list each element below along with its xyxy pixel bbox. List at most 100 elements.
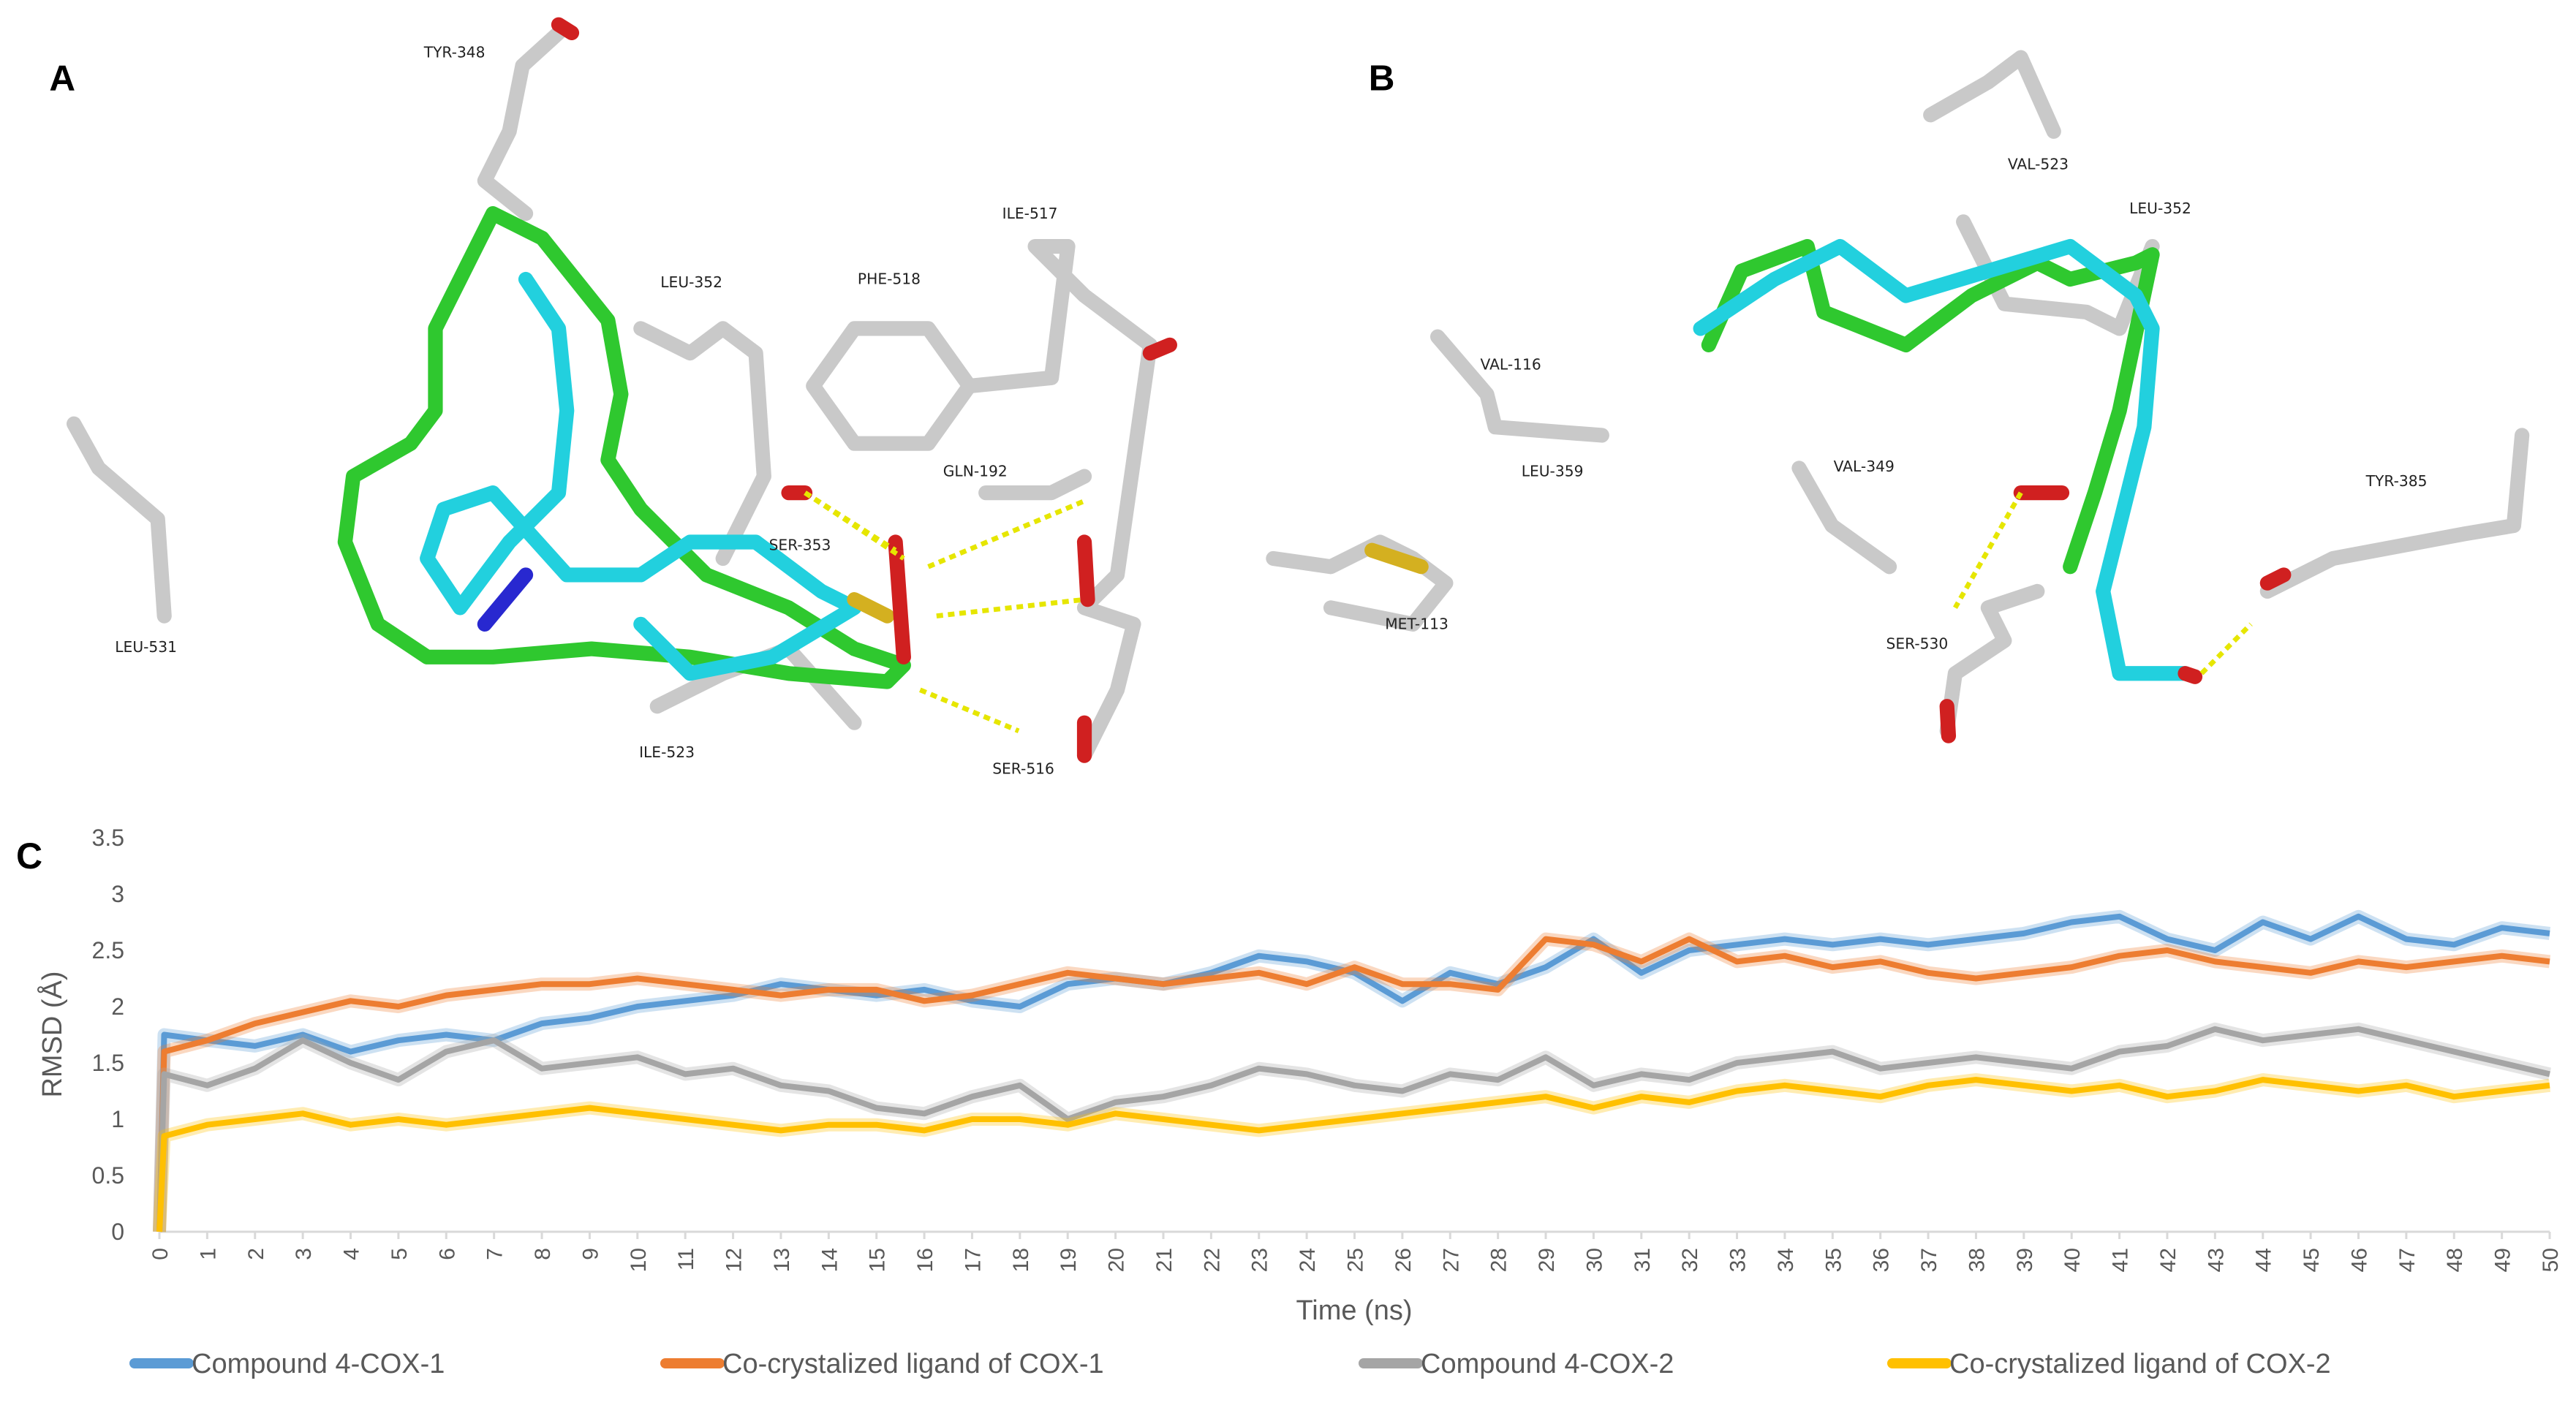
stick [477, 25, 567, 221]
residue-label: SER-516 [992, 760, 1054, 777]
x-tick-label: 37 [1917, 1248, 1941, 1272]
atom [1142, 337, 1177, 361]
atom [2177, 666, 2203, 684]
x-tick-label: 22 [1200, 1248, 1224, 1272]
residue-label: VAL-523 [2008, 155, 2069, 173]
ligand-cyan [1693, 238, 2193, 681]
residue-label: LEU-352 [2129, 200, 2191, 217]
legend-label: Co-crystalized ligand of COX-2 [1949, 1349, 2331, 1379]
stick [633, 321, 771, 567]
residue-label: ILE-523 [639, 743, 695, 761]
ligand-cyan [420, 271, 862, 681]
x-tick-label: 14 [817, 1248, 842, 1272]
panel-a-structure [67, 17, 1177, 763]
stick [67, 416, 172, 624]
x-tick-label: 48 [2443, 1248, 2467, 1272]
h-bond [1953, 491, 2023, 610]
x-tick-label: 24 [1296, 1248, 1320, 1272]
y-tick-label: 1.5 [92, 1050, 124, 1076]
x-tick-label: 13 [770, 1248, 794, 1272]
atom [888, 534, 911, 664]
atom [1076, 534, 1095, 607]
x-tick-label: 41 [2109, 1248, 2133, 1272]
y-tick-label: 3 [111, 881, 124, 907]
x-tick-label: 25 [1344, 1248, 1368, 1272]
y-tick-label: 3.5 [92, 825, 124, 851]
x-tick-label: 44 [2252, 1248, 2276, 1272]
legend-label: Co-crystalized ligand of COX-1 [722, 1349, 1104, 1379]
h-bond [919, 687, 1020, 734]
x-tick-label: 20 [1105, 1248, 1129, 1272]
legend-label: Compound 4-COX-2 [1421, 1349, 1674, 1379]
h-bond [927, 499, 1086, 569]
x-tick-label: 15 [866, 1248, 890, 1272]
legend-label: Compound 4-COX-1 [192, 1349, 445, 1379]
x-tick-label: 9 [578, 1248, 603, 1260]
series-line [156, 1026, 2550, 1232]
x-tick-label: 43 [2204, 1248, 2228, 1272]
x-tick-label: 12 [722, 1248, 747, 1272]
atom [551, 17, 580, 41]
residue-label: LEU-359 [1522, 463, 1584, 480]
x-tick-label: 19 [1057, 1248, 1081, 1272]
y-axis-label: RMSD (Å) [36, 971, 68, 1097]
x-tick-label: 45 [2300, 1248, 2324, 1272]
x-tick-label: 39 [2013, 1248, 2037, 1272]
atom [2259, 567, 2292, 591]
atom [1939, 699, 1957, 743]
x-tick-label: 34 [1774, 1248, 1798, 1272]
x-tick-label: 16 [913, 1248, 937, 1272]
x-tick-label: 36 [1870, 1248, 1894, 1272]
y-tick-label: 0 [111, 1219, 124, 1245]
y-tick-label: 2 [111, 993, 124, 1020]
x-tick-label: 49 [2491, 1248, 2515, 1272]
x-tick-label: 38 [1965, 1248, 1989, 1272]
x-tick-label: 4 [340, 1248, 364, 1260]
ring [806, 321, 977, 451]
x-tick-label: 3 [292, 1248, 316, 1260]
x-tick-label: 47 [2395, 1248, 2420, 1272]
x-tick-label: 18 [1009, 1248, 1033, 1272]
x-tick-label: 46 [2347, 1248, 2371, 1272]
stick [1430, 329, 1609, 443]
x-tick-label: 23 [1248, 1248, 1272, 1272]
x-tick-label: 7 [483, 1248, 507, 1260]
h-bond [2199, 622, 2253, 675]
x-tick-label: 31 [1631, 1248, 1655, 1272]
x-tick-label: 21 [1152, 1248, 1176, 1272]
panel-label: B [1369, 58, 1395, 99]
ligand-green [337, 205, 911, 689]
h-bond [804, 491, 897, 553]
y-tick-label: 0.5 [92, 1162, 124, 1189]
residue-label: SER-530 [1886, 635, 1949, 653]
series-line [156, 913, 2550, 1232]
series-glow [153, 1022, 2552, 1232]
x-tick-label: 6 [435, 1248, 459, 1260]
series-line [156, 936, 2550, 1232]
series-line [156, 1077, 2550, 1232]
residue-label: MET-113 [1385, 616, 1448, 633]
x-tick-label: 42 [2156, 1248, 2180, 1272]
residue-label: VAL-349 [1834, 458, 1895, 475]
stick [1266, 534, 1454, 632]
stick [1939, 583, 2045, 739]
x-axis-label: Time (ns) [1296, 1295, 1412, 1326]
residue-label: VAL-116 [1481, 356, 1541, 374]
x-tick-label: 1 [196, 1248, 220, 1260]
x-tick-label: 5 [388, 1248, 412, 1260]
atom [1364, 542, 1429, 575]
panel-b-structure [1266, 50, 2530, 743]
atom [477, 567, 534, 632]
x-tick-label: 40 [2061, 1248, 2085, 1272]
x-tick-label: 8 [531, 1248, 555, 1260]
residue-label: SER-353 [769, 537, 831, 554]
y-tick-label: 1 [111, 1106, 124, 1132]
x-tick-label: 10 [627, 1248, 651, 1272]
x-tick-label: 17 [961, 1248, 985, 1272]
x-tick-label: 27 [1439, 1248, 1463, 1272]
stick [1791, 461, 1897, 575]
molecular-panels: A B TYR-348 ILE-517 PHE-518 LEU-352 GLN-… [49, 17, 2530, 777]
x-tick-label: 33 [1726, 1248, 1750, 1272]
stick [978, 469, 1092, 501]
